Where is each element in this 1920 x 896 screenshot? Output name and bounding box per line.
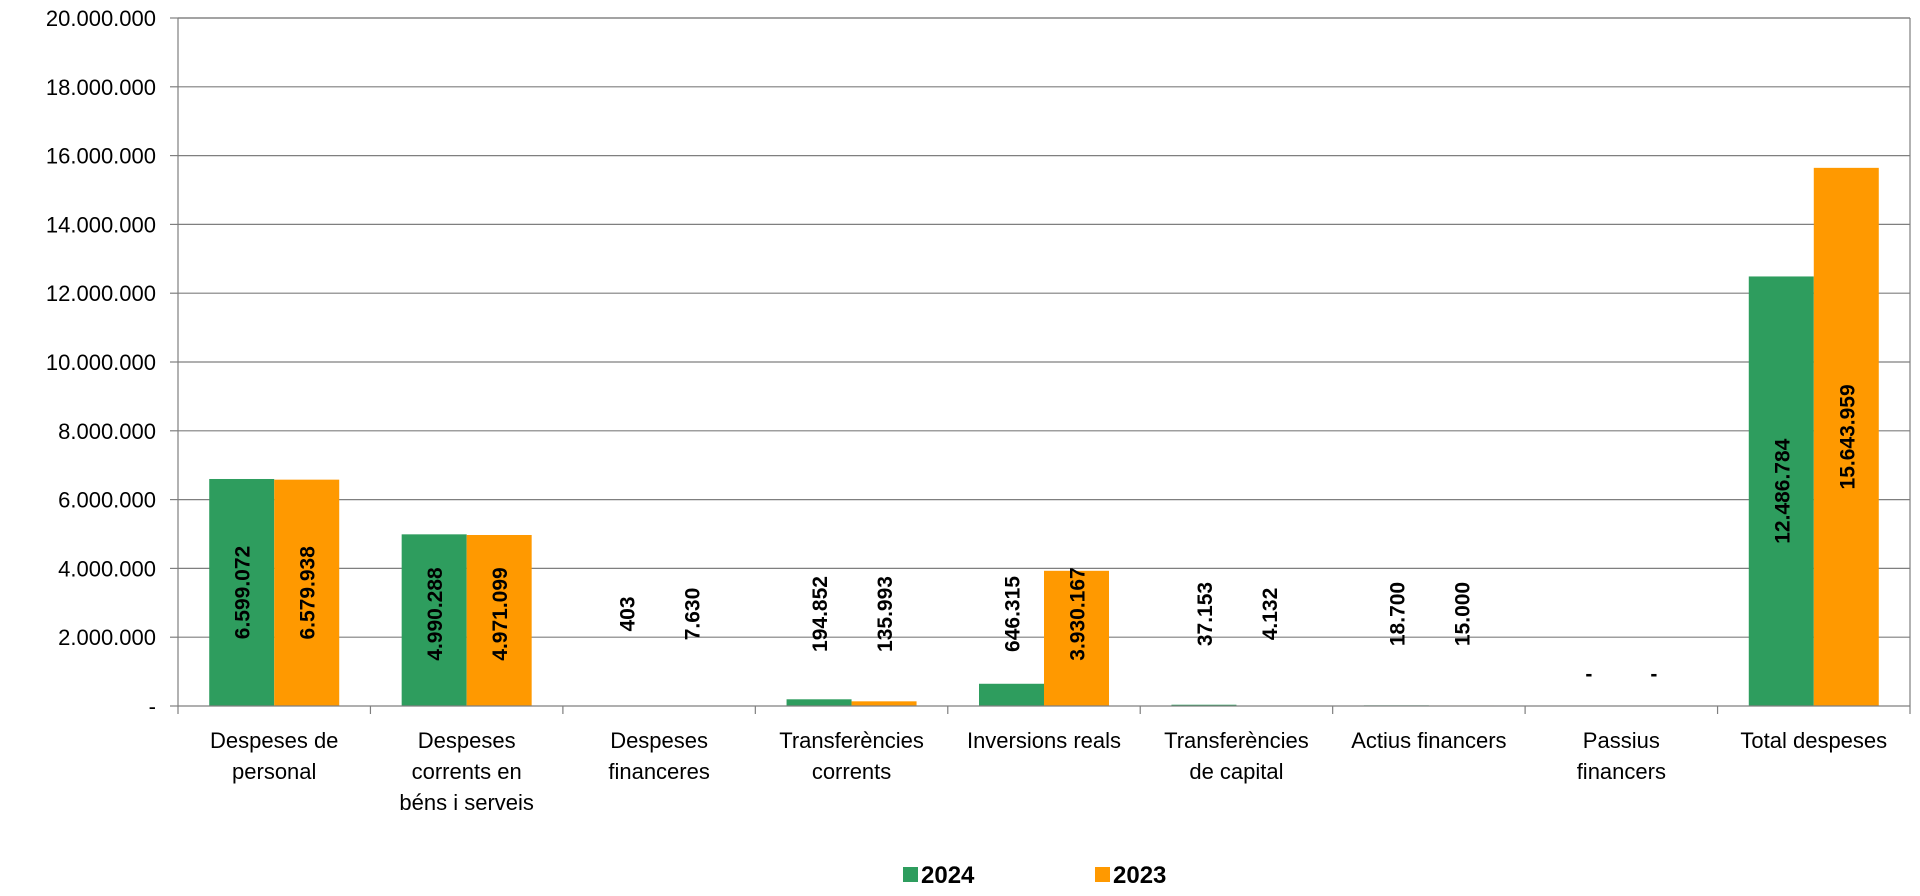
category-label: Despeses financeres [608,728,710,784]
data-label-2023: 3.930.167 [1067,567,1090,660]
legend-swatch-2024 [903,867,918,882]
bar-2023 [851,701,917,706]
bar-2024 [1171,704,1237,706]
category-label: Despeses corrents en béns i serveis [399,728,534,815]
data-label-2024: 18.700 [1386,582,1409,646]
data-label-2023: 6.579.938 [297,546,320,640]
category-label: Actius financers [1351,728,1506,753]
data-label-2023: - [1650,663,1657,686]
legend-label-2024: 2024 [921,862,975,889]
data-label-2024: 4.990.288 [424,567,447,661]
data-label-2024: 403 [617,596,640,631]
data-label-2023: 4.132 [1259,588,1282,641]
bar-2024 [401,534,467,706]
data-label-2024: 646.315 [1002,576,1025,652]
y-tick-label: 4.000.000 [58,556,156,581]
data-label-2024: 37.153 [1194,582,1217,646]
legend-swatch-2023 [1095,867,1110,882]
y-tick-label: 14.000.000 [46,212,156,237]
category-label: Transferències de capital [1164,728,1309,784]
y-tick-label: 8.000.000 [58,419,156,444]
y-tick-label: 2.000.000 [58,625,156,650]
data-label-2023: 135.993 [874,576,897,652]
data-label-2023: 15.643.959 [1836,384,1859,489]
bar-2024 [1748,276,1814,706]
y-tick-label: 12.000.000 [46,281,156,306]
y-tick-label: 10.000.000 [46,350,156,375]
bar-2023 [466,534,532,706]
data-label-2024: 6.599.072 [232,546,255,639]
data-label-2023: 15.000 [1451,582,1474,646]
y-tick-label: 16.000.000 [46,144,156,169]
data-label-2023: 7.630 [682,588,705,641]
category-label: Inversions reals [967,728,1121,753]
y-tick-label: - [149,694,156,719]
bar-2024 [979,683,1044,706]
bar-2023 [1813,167,1879,707]
bar-2023 [1044,570,1109,706]
y-tick-label: 18.000.000 [46,75,156,100]
bar-2023 [274,479,340,706]
category-label: Despeses de personal [210,728,338,784]
category-label: Total despeses [1740,728,1887,753]
legend-label-2023: 2023 [1113,862,1166,889]
bar-2024 [209,478,275,706]
category-label: Passius financers [1577,728,1666,784]
data-label-2023: 4.971.099 [489,567,512,660]
data-label-2024: 12.486.784 [1771,438,1794,543]
data-label-2024: - [1585,663,1592,686]
y-tick-label: 20.000.000 [46,6,156,31]
bar-2024 [786,699,852,706]
category-label: Transferències corrents [779,728,924,784]
y-tick-label: 6.000.000 [58,488,156,513]
data-label-2024: 194.852 [809,576,832,652]
